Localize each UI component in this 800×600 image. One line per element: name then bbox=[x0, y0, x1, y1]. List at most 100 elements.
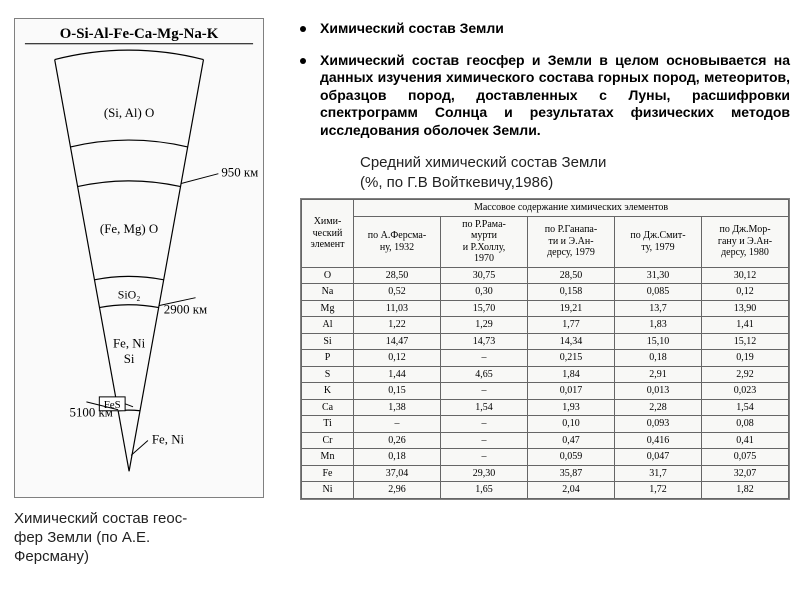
th-col-2: по Р.Ганапа-ти и Э.Ан-дерсу, 1979 bbox=[528, 216, 615, 267]
cell-value: 15,10 bbox=[615, 333, 702, 350]
th-corner: Хими-ческийэлемент bbox=[302, 200, 354, 268]
geosphere-diagram: O-Si-Al-Fe-Ca-Mg-Na-K bbox=[14, 18, 264, 498]
composition-table-wrap: Хими-ческийэлемент Массовое содержание х… bbox=[300, 198, 790, 500]
cell-element: Na bbox=[302, 284, 354, 301]
svg-text:5100 км: 5100 км bbox=[70, 406, 113, 420]
cell-value: 0,12 bbox=[702, 284, 789, 301]
cell-value: 0,41 bbox=[702, 432, 789, 449]
table-body: O28,5030,7528,5031,3030,12Na0,520,300,15… bbox=[302, 267, 789, 498]
th-col-line: 1970 bbox=[474, 253, 494, 264]
th-col-line: дерсу, 1980 bbox=[721, 247, 769, 258]
th-col-line: по А.Ферсма- bbox=[368, 230, 426, 241]
cell-value: 0,10 bbox=[528, 416, 615, 433]
cell-element: Al bbox=[302, 317, 354, 334]
cell-value: 0,013 bbox=[615, 383, 702, 400]
cell-value: 30,75 bbox=[441, 267, 528, 284]
bullet-1: Химический состав Земли bbox=[300, 20, 790, 38]
cell-value: 15,12 bbox=[702, 333, 789, 350]
diagram-caption: Химический состав геос- фер Земли (по А.… bbox=[14, 510, 264, 566]
cell-value: 1,93 bbox=[528, 399, 615, 416]
cell-value: 0,08 bbox=[702, 416, 789, 433]
table-row: Ni2,961,652,041,721,82 bbox=[302, 482, 789, 499]
bullet-2: Химический состав геосфер и Земли в цело… bbox=[300, 52, 790, 140]
th-col-line: по Р.Рама- bbox=[462, 219, 506, 230]
cell-value: 19,21 bbox=[528, 300, 615, 317]
cell-value: 28,50 bbox=[528, 267, 615, 284]
cell-value: – bbox=[441, 383, 528, 400]
cell-value: 0,18 bbox=[354, 449, 441, 466]
table-row: Mn0,18–0,0590,0470,075 bbox=[302, 449, 789, 466]
geosphere-svg: O-Si-Al-Fe-Ca-Mg-Na-K bbox=[15, 19, 263, 497]
table-row: Fe37,0429,3035,8731,732,07 bbox=[302, 465, 789, 482]
table-title-line2: (%, по Г.В Войткевичу,1986) bbox=[360, 174, 553, 191]
th-col-line: по Р.Ганапа- bbox=[545, 224, 597, 235]
th-col-line: ну, 1932 bbox=[380, 242, 414, 253]
composition-table: Хими-ческийэлемент Массовое содержание х… bbox=[301, 199, 789, 499]
table-title-line1: Средний химический состав Земли bbox=[360, 154, 606, 171]
cell-value: 0,15 bbox=[354, 383, 441, 400]
cell-value: 2,04 bbox=[528, 482, 615, 499]
th-col-line: по Дж.Смит- bbox=[630, 230, 685, 241]
th-corner-line: Хими- bbox=[314, 216, 342, 227]
cell-value: 0,26 bbox=[354, 432, 441, 449]
th-corner-line: ческий bbox=[313, 228, 343, 239]
diagram-header: O-Si-Al-Fe-Ca-Mg-Na-K bbox=[60, 26, 219, 42]
table-row: Mg11,0315,7019,2113,713,90 bbox=[302, 300, 789, 317]
cell-element: Ti bbox=[302, 416, 354, 433]
cell-value: 30,12 bbox=[702, 267, 789, 284]
cell-element: Fe bbox=[302, 465, 354, 482]
bullet-dot-icon bbox=[300, 58, 306, 64]
cell-element: P bbox=[302, 350, 354, 367]
cell-element: Ca bbox=[302, 399, 354, 416]
cell-element: Ni bbox=[302, 482, 354, 499]
cell-value: 1,83 bbox=[615, 317, 702, 334]
cell-value: 13,7 bbox=[615, 300, 702, 317]
cell-value: 14,73 bbox=[441, 333, 528, 350]
cell-value: – bbox=[441, 416, 528, 433]
diagram-caption-l3: Ферсману) bbox=[14, 548, 89, 565]
cell-value: 2,92 bbox=[702, 366, 789, 383]
table-row: Ti––0,100,0930,08 bbox=[302, 416, 789, 433]
cell-element: Cr bbox=[302, 432, 354, 449]
cell-value: 0,30 bbox=[441, 284, 528, 301]
cell-value: – bbox=[441, 449, 528, 466]
table-row: Si14,4714,7314,3415,1015,12 bbox=[302, 333, 789, 350]
cell-value: 1,44 bbox=[354, 366, 441, 383]
svg-text:2900 км: 2900 км bbox=[164, 303, 207, 317]
cell-value: 0,19 bbox=[702, 350, 789, 367]
cell-value: 0,023 bbox=[702, 383, 789, 400]
bullet-1-text: Химический состав Земли bbox=[320, 20, 790, 38]
cell-value: 0,215 bbox=[528, 350, 615, 367]
cell-value: 0,47 bbox=[528, 432, 615, 449]
cell-value: 0,047 bbox=[615, 449, 702, 466]
cell-value: 1,82 bbox=[702, 482, 789, 499]
table-row: Cr0,26–0,470,4160,41 bbox=[302, 432, 789, 449]
cell-value: 0,017 bbox=[528, 383, 615, 400]
cell-value: 15,70 bbox=[441, 300, 528, 317]
cell-element: K bbox=[302, 383, 354, 400]
cell-value: 2,96 bbox=[354, 482, 441, 499]
bullet-2-text: Химический состав геосфер и Земли в цело… bbox=[320, 52, 790, 140]
svg-text:950 км: 950 км bbox=[221, 166, 258, 180]
th-col-0: по А.Ферсма-ну, 1932 bbox=[354, 216, 441, 267]
svg-text:Fe, Ni: Fe, Ni bbox=[152, 433, 185, 447]
cell-element: S bbox=[302, 366, 354, 383]
cell-value: 1,41 bbox=[702, 317, 789, 334]
th-col-line: мурти bbox=[471, 230, 497, 241]
diagram-caption-l1: Химический состав геос- bbox=[14, 510, 187, 527]
cell-value: 1,22 bbox=[354, 317, 441, 334]
table-row: O28,5030,7528,5031,3030,12 bbox=[302, 267, 789, 284]
cell-value: 1,54 bbox=[702, 399, 789, 416]
cell-value: 35,87 bbox=[528, 465, 615, 482]
cell-value: 0,093 bbox=[615, 416, 702, 433]
cell-value: 31,7 bbox=[615, 465, 702, 482]
th-col-line: дерсу, 1979 bbox=[547, 247, 595, 258]
th-col-line: и Р.Холлу, bbox=[463, 242, 506, 253]
cell-value: – bbox=[441, 432, 528, 449]
th-col-line: по Дж.Мор- bbox=[719, 224, 770, 235]
cell-value: 2,28 bbox=[615, 399, 702, 416]
table-row: Al1,221,291,771,831,41 bbox=[302, 317, 789, 334]
table-title: Средний химический состав Земли (%, по Г… bbox=[360, 153, 790, 192]
th-corner-line: элемент bbox=[310, 239, 344, 250]
cell-value: 1,65 bbox=[441, 482, 528, 499]
